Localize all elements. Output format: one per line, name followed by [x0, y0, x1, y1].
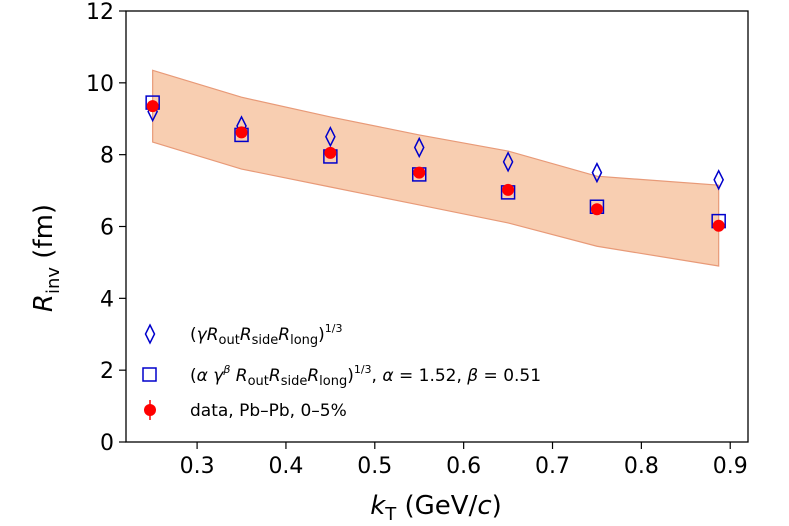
legend: (γRoutRsideRlong)1/3 (α γβ RoutRsideRlon… — [142, 322, 541, 421]
data-point — [235, 126, 248, 139]
x-tick-label: 0.5 — [357, 454, 392, 479]
legend-marker-square — [142, 367, 157, 382]
y-tick-label: 6 — [100, 216, 114, 241]
legend-entry-2: (α γβ RoutRsideRlong)1/3, α = 1.52, β = … — [190, 363, 541, 389]
x-tick-label: 0.9 — [713, 454, 748, 479]
y-tick-label: 8 — [100, 144, 114, 169]
legend-marker-circle — [144, 400, 156, 420]
y-tick-label: 12 — [86, 0, 114, 25]
y-tick-label: 2 — [100, 359, 114, 384]
data-point — [413, 166, 426, 179]
series-circle — [146, 100, 725, 232]
data-point — [324, 146, 337, 159]
legend-entry-1: (γRoutRsideRlong)1/3 — [190, 322, 342, 348]
diamond-point — [325, 126, 336, 148]
diamond-point — [591, 161, 603, 184]
y-tick-label: 4 — [100, 287, 114, 312]
diamond-point — [502, 151, 514, 173]
legend-marker-diamond — [144, 323, 156, 345]
x-tick-label: 0.3 — [180, 454, 215, 479]
series-diamond — [147, 100, 725, 191]
data-point — [146, 100, 159, 113]
y-tick-label: 0 — [100, 431, 114, 456]
systematic-band — [152, 69, 720, 267]
data-points — [145, 95, 726, 232]
data-point — [590, 203, 603, 216]
y-axis-title: Rinv (fm) — [29, 204, 64, 312]
y-tick-label: 10 — [86, 72, 114, 97]
x-tick-label: 0.7 — [535, 454, 570, 479]
data-point — [502, 183, 515, 196]
x-axis-title: kT (GeV/c) — [370, 491, 502, 525]
x-tick-label: 0.6 — [446, 454, 481, 479]
band-area — [152, 69, 720, 267]
legend-entry-3: data, Pb–Pb, 0–5% — [190, 401, 347, 421]
diamond-point — [713, 169, 725, 191]
x-tick-label: 0.8 — [624, 454, 659, 479]
axis-ticks: 0 2 4 6 8 10 12 0.3 0.4 0.5 0.6 0.7 0.8 0.9 — [86, 0, 748, 479]
data-point — [712, 219, 725, 232]
x-tick-label: 0.4 — [268, 454, 303, 479]
diamond-point — [413, 136, 425, 159]
